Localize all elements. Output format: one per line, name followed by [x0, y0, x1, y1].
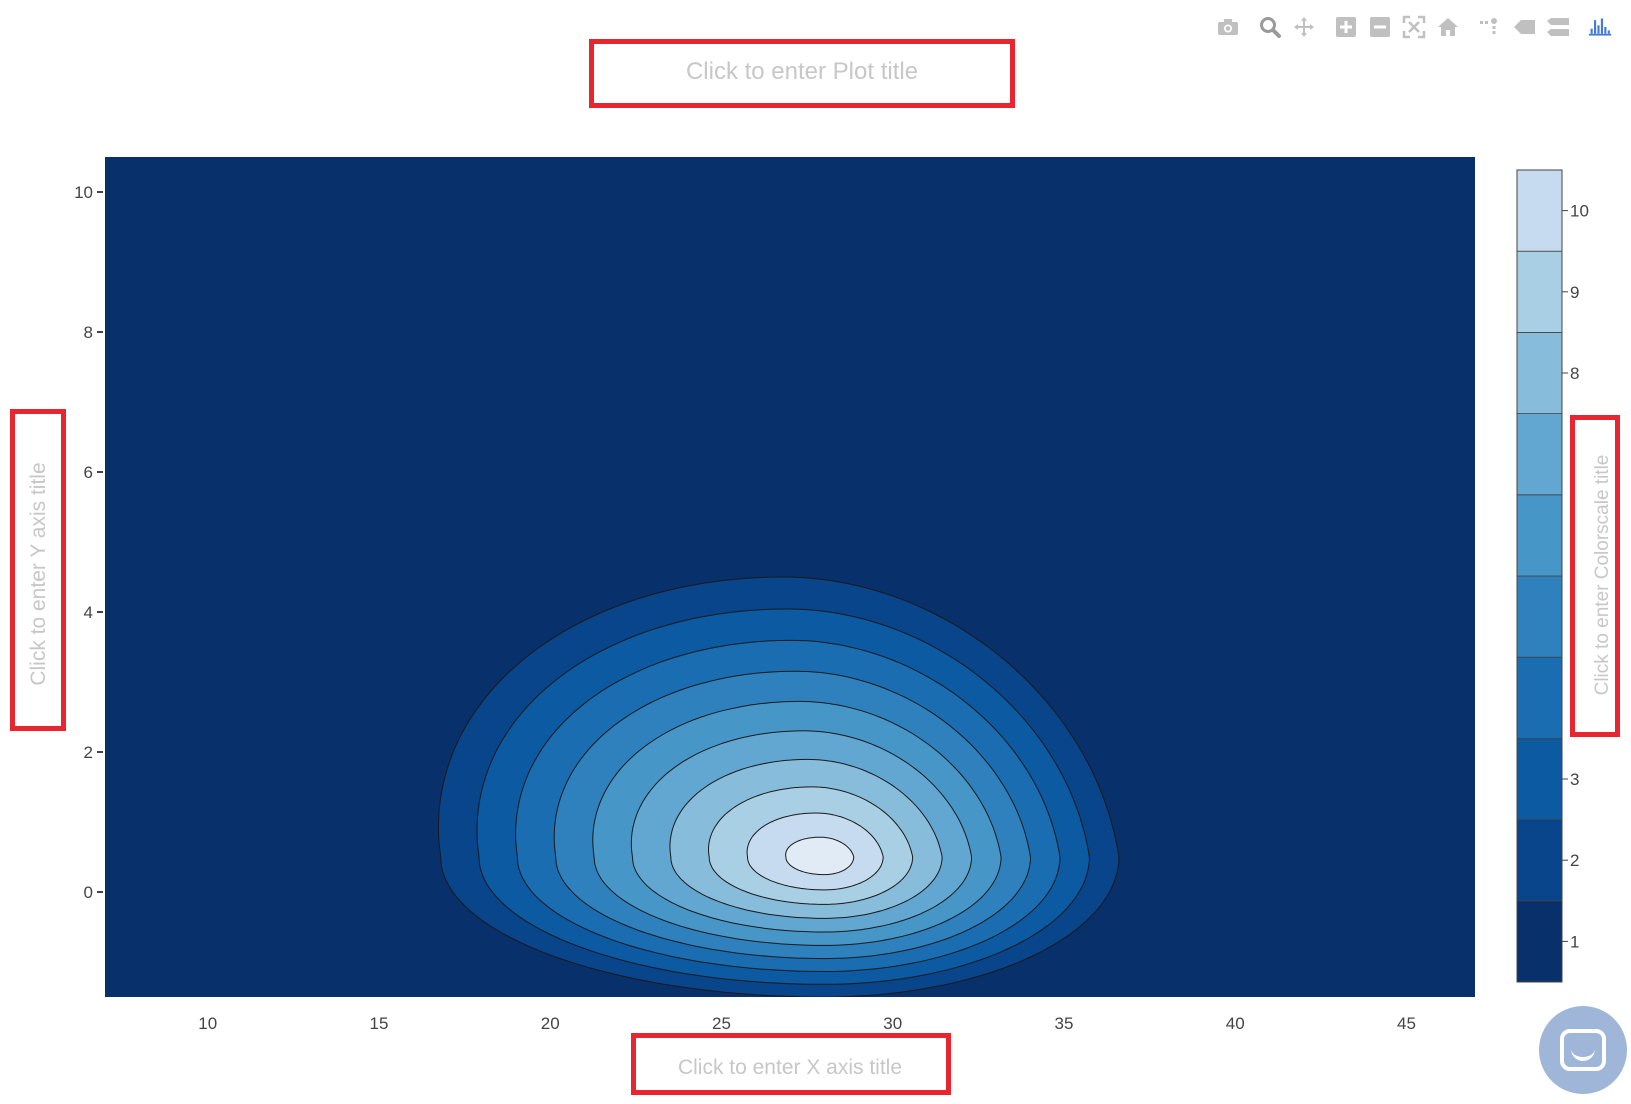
x-tick-label: 25 [712, 1014, 731, 1033]
colorbar: 1 2 3 8 9 10 [1516, 169, 1589, 983]
pan-icon[interactable] [1287, 12, 1321, 42]
y-tick-label: 4 [84, 603, 93, 622]
colorbar-band [1516, 575, 1563, 658]
chat-launcher-button[interactable] [1539, 1006, 1627, 1094]
colorbar-band [1516, 738, 1563, 821]
x-tick-label: 40 [1226, 1014, 1245, 1033]
x-tick-label: 30 [883, 1014, 902, 1033]
colorscale-title-input[interactable]: Click to enter Colorscale title [1592, 454, 1613, 696]
plot-area [105, 157, 1475, 997]
x-tick-label: 15 [370, 1014, 389, 1033]
plot-title-input[interactable]: Click to enter Plot title [685, 58, 919, 85]
y-tick-label: 8 [84, 323, 93, 342]
x-axis-ticks: 10 15 20 25 30 35 40 45 [198, 1014, 1416, 1033]
colorbar-border [1516, 169, 1563, 983]
colorbar-band [1516, 900, 1563, 983]
y-tick-label: 10 [74, 183, 93, 202]
x-tick-label: 35 [1055, 1014, 1074, 1033]
colorbar-tick-label: 9 [1570, 283, 1579, 302]
colorbar-band [1516, 494, 1563, 577]
colorbar-band [1516, 169, 1563, 252]
zoom-out-icon[interactable] [1363, 12, 1397, 42]
home-icon[interactable] [1431, 12, 1465, 42]
plotly-logo-icon[interactable] [1583, 12, 1617, 42]
y-axis-title-input[interactable]: Click to enter Y axis title [27, 462, 50, 686]
hover-compare-icon[interactable] [1541, 12, 1575, 42]
contour-level-10[interactable] [785, 836, 855, 876]
spike-lines-icon[interactable] [1473, 12, 1507, 42]
chat-icon [1560, 1029, 1606, 1071]
colorbar-band [1516, 656, 1563, 739]
colorbar-band [1516, 819, 1563, 902]
zoom-icon[interactable] [1253, 12, 1287, 42]
y-tick-label: 2 [84, 743, 93, 762]
colorbar-band [1516, 413, 1563, 496]
contour-fills [437, 576, 1120, 997]
colorbar-band [1516, 250, 1563, 333]
y-tick-label: 6 [84, 463, 93, 482]
zoom-in-icon[interactable] [1329, 12, 1363, 42]
x-axis-title-input[interactable]: Click to enter X axis title [677, 1056, 903, 1079]
y-axis-ticks: 0 2 4 6 8 10 [74, 183, 103, 902]
colorbar-tick-label: 2 [1570, 851, 1579, 870]
x-tick-label: 10 [198, 1014, 217, 1033]
colorbar-tick-label: 10 [1570, 202, 1589, 221]
colorbar-tick-label: 3 [1570, 770, 1579, 789]
modebar [1211, 12, 1617, 42]
hover-closest-icon[interactable] [1507, 12, 1541, 42]
y-tick-label: 0 [84, 883, 93, 902]
colorbar-tick-label: 1 [1570, 932, 1579, 951]
colorbar-ticks: 1 2 3 8 9 10 [1562, 202, 1589, 951]
x-tick-label: 20 [541, 1014, 560, 1033]
colorbar-band [1516, 331, 1563, 414]
colorbar-tick-label: 8 [1570, 364, 1579, 383]
autoscale-icon[interactable] [1397, 12, 1431, 42]
x-tick-label: 45 [1397, 1014, 1416, 1033]
camera-icon[interactable] [1211, 12, 1245, 42]
